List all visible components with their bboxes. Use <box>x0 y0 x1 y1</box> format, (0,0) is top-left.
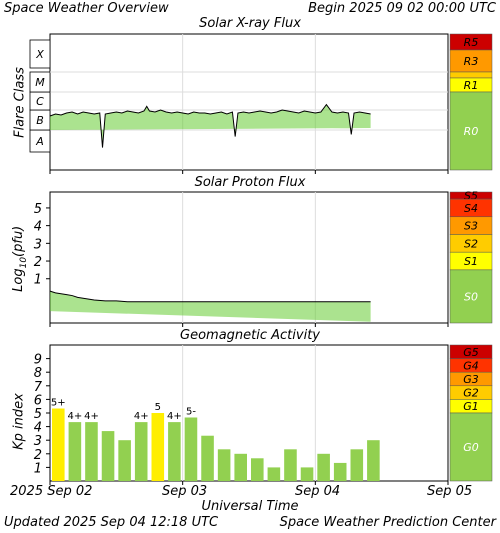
r-scale-label-R3: R3 <box>464 55 479 68</box>
g-scale-label-G1: G1 <box>463 400 479 413</box>
kp-y-tick-label: 9 <box>34 353 42 368</box>
g-scale-label-G3: G3 <box>463 373 479 386</box>
proton-y-tick-label: 4 <box>34 220 42 235</box>
r-scale-label-R5: R5 <box>464 36 479 49</box>
kp-bar <box>201 435 214 481</box>
r-scale-band <box>449 91 493 171</box>
kp-bar <box>317 453 330 481</box>
proton-y-tick-label: 5 <box>34 202 42 217</box>
kp-y-tick-label: 4 <box>34 421 42 436</box>
kp-bar-label: 5 <box>155 402 161 413</box>
kp-bar <box>151 413 165 481</box>
x-tick-label-sep02: 2025 Sep 02 <box>10 484 93 499</box>
r-scale-label-R1: R1 <box>464 79 479 92</box>
kp-bar <box>367 440 380 481</box>
g-scale-label-G0: G0 <box>463 441 479 454</box>
flare-class-box <box>29 71 51 93</box>
s-scale-label-S2: S2 <box>464 237 478 250</box>
geomag-panel-title: Geomagnetic Activity <box>180 328 320 343</box>
kp-y-tick-label: 2 <box>34 448 42 463</box>
proton-flux-line <box>49 290 371 303</box>
updated-timestamp: Updated 2025 Sep 04 12:18 UTC <box>4 515 219 530</box>
kp-bar <box>284 449 297 481</box>
plot-frame-2 <box>49 344 449 482</box>
xray-panel-title: Solar X-ray Flux <box>199 16 301 31</box>
g-scale-label-G2: G2 <box>463 387 479 400</box>
kp-bar <box>85 422 98 481</box>
kp-y-tick-label: 8 <box>34 366 42 381</box>
kp-bar <box>234 453 247 481</box>
kp-bar <box>300 467 314 481</box>
x-tick-label-sep05: Sep 05 <box>427 484 473 499</box>
proton-flux-fill <box>50 291 371 322</box>
flare-class-box <box>29 39 51 69</box>
kp-bar <box>52 408 65 481</box>
kp-bar <box>118 440 131 481</box>
s-scale-label-S3: S3 <box>464 220 478 233</box>
kp-bar-label: 4+ <box>68 411 83 422</box>
kp-y-tick-label: 3 <box>34 434 42 449</box>
kp-y-tick-label: 6 <box>34 393 42 408</box>
kp-bar <box>251 458 264 481</box>
flare-class-label-C: C <box>36 95 44 108</box>
r-scale-label-R0: R0 <box>464 125 479 138</box>
flare-class-label-X: X <box>35 48 44 61</box>
flare-class-label-A: A <box>35 135 44 148</box>
xray-flux-line <box>49 103 371 148</box>
s-scale-band <box>449 269 493 324</box>
x-tick-label-sep04: Sep 04 <box>295 484 341 499</box>
kp-bar <box>184 417 198 481</box>
kp-y-tick-label: 7 <box>34 380 43 395</box>
kp-bar-label: 5+ <box>51 398 66 409</box>
flare-class-label-M: M <box>35 76 45 89</box>
proton-y-tick-label: 3 <box>34 237 42 252</box>
proton-y-tick-label: 1 <box>34 273 42 288</box>
g-scale-label-G5: G5 <box>463 346 479 359</box>
x-axis-label: Universal Time <box>201 499 299 514</box>
begin-timestamp: Begin 2025 09 02 00:00 UTC <box>308 1 496 16</box>
s-scale-label-S0: S0 <box>464 290 478 303</box>
kp-y-tick-label: 5 <box>34 407 42 422</box>
kp-bar-label: 5- <box>186 406 196 417</box>
s-scale-label-S1: S1 <box>464 255 478 268</box>
kp-bar <box>333 462 347 481</box>
kp-bar <box>267 467 281 481</box>
s-scale-label-S4: S4 <box>464 202 478 215</box>
x-tick-label-sep03: Sep 03 <box>162 484 208 499</box>
kp-y-tick-label: 1 <box>34 461 42 476</box>
kp-bar <box>101 431 115 481</box>
kp-bar-label: 4+ <box>84 411 99 422</box>
xray-flux-fill <box>50 104 371 148</box>
r-scale-band <box>449 71 493 79</box>
g-scale-label-G4: G4 <box>463 359 479 372</box>
plot-frame-0 <box>49 33 449 171</box>
g-scale-band <box>449 412 493 482</box>
flare-class-label-B: B <box>36 114 44 127</box>
kp-bar <box>68 422 82 481</box>
swpc-credit: Space Weather Prediction Center <box>279 515 496 530</box>
kp-bar <box>134 422 148 481</box>
proton-y-tick-label: 2 <box>34 255 42 270</box>
page-title: Space Weather Overview <box>4 1 169 16</box>
proton-panel-title: Solar Proton Flux <box>194 175 306 190</box>
kp-bar-label: 4+ <box>167 411 182 422</box>
kp-bar <box>350 449 364 481</box>
kp-bar <box>168 422 181 481</box>
kp-bar <box>217 449 231 481</box>
kp-bar-label: 4+ <box>134 411 149 422</box>
